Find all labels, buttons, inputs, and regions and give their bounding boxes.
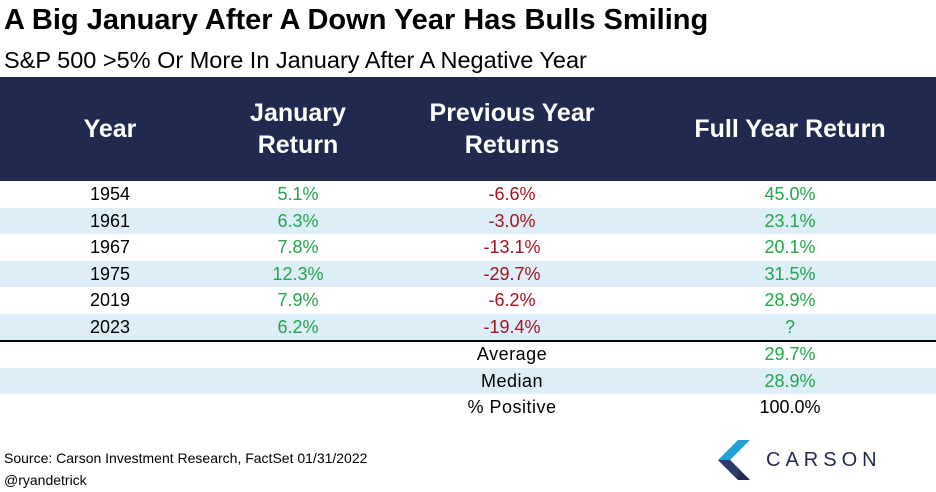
cell-previous-year-return: -13.1%: [483, 237, 541, 257]
author-handle: @ryandetrick: [4, 472, 87, 488]
cell-full-year-return: 20.1%: [764, 237, 816, 257]
chart-title: A Big January After A Down Year Has Bull…: [4, 4, 709, 36]
chart-subtitle: S&P 500 >5% Or More In January After A N…: [4, 47, 587, 73]
summary-label: Average: [476, 344, 548, 364]
cell-year: 2019: [89, 290, 131, 310]
cell-year: 1954: [89, 184, 131, 204]
cell-full-year-return: 28.9%: [764, 290, 816, 310]
summary-value: 29.7%: [764, 344, 816, 364]
column-header-full-year-return: Full Year Return: [694, 115, 886, 143]
cell-january-return: 12.3%: [272, 263, 324, 284]
summary-divider: [0, 340, 936, 342]
cell-january-return: 6.2%: [277, 316, 319, 337]
cell-previous-year-return: -3.0%: [488, 210, 536, 231]
table-row: 1961 6.3% -3.0% 23.1%: [0, 207, 936, 234]
cell-full-year-return: 23.1%: [764, 210, 816, 231]
carson-logo: CARSON: [718, 440, 928, 482]
carson-chevron-icon: [718, 440, 750, 480]
cell-year: 2023: [89, 316, 131, 337]
table-body: 1954 5.1% -6.6% 45.0% 1961 6.3% -3.0% 23…: [0, 181, 936, 340]
summary-section: Average 29.7% Median 28.9% % Positive 10…: [0, 341, 936, 421]
cell-january-return: 7.9%: [277, 290, 319, 310]
cell-year: 1975: [89, 263, 131, 284]
source-note: Source: Carson Investment Research, Fact…: [4, 450, 368, 466]
column-header-january-return: January Return: [250, 99, 346, 159]
table-row: 1954 5.1% -6.6% 45.0%: [0, 181, 936, 208]
cell-full-year-return: 31.5%: [764, 263, 816, 284]
table-header: Year January Return Previous Year Returns …: [0, 77, 936, 181]
cell-year: 1961: [89, 210, 131, 231]
table-row: 2023 6.2% -19.4% ?: [0, 313, 936, 340]
summary-row-percent-positive: % Positive 100.0%: [0, 394, 936, 421]
carson-logo-text: CARSON: [766, 449, 882, 471]
table-row: 1967 7.8% -13.1% 20.1%: [0, 234, 936, 261]
summary-row-median: Median 28.9%: [0, 367, 936, 394]
summary-value: 100.0%: [759, 397, 821, 417]
cell-full-year-return: ?: [784, 316, 795, 337]
cell-previous-year-return: -29.7%: [483, 263, 541, 284]
cell-full-year-return: 45.0%: [764, 184, 816, 204]
summary-label: Median: [480, 370, 544, 391]
cell-previous-year-return: -19.4%: [483, 316, 541, 337]
cell-january-return: 6.3%: [277, 210, 319, 231]
summary-row-average: Average 29.7%: [0, 341, 936, 368]
cell-year: 1967: [89, 237, 131, 257]
table-row: 2019 7.9% -6.2% 28.9%: [0, 287, 936, 314]
column-header-year: Year: [83, 115, 137, 143]
cell-january-return: 5.1%: [277, 184, 319, 204]
cell-previous-year-return: -6.2%: [488, 290, 536, 310]
column-header-previous-year-returns: Previous Year Returns: [429, 99, 595, 159]
cell-january-return: 7.8%: [277, 237, 319, 257]
cell-previous-year-return: -6.6%: [488, 184, 536, 204]
summary-label: % Positive: [467, 397, 557, 417]
summary-value: 28.9%: [764, 370, 816, 391]
table-row: 1975 12.3% -29.7% 31.5%: [0, 260, 936, 287]
